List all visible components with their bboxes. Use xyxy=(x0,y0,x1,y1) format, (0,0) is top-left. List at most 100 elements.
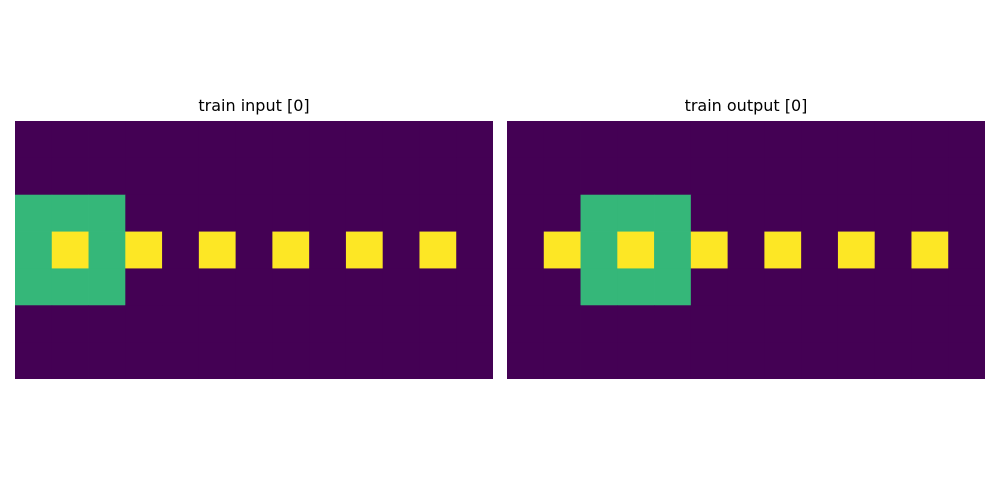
grid-cell xyxy=(309,268,347,306)
grid-cell xyxy=(345,342,384,379)
grid-cell xyxy=(507,268,545,306)
grid-cell xyxy=(235,231,273,269)
grid-cell xyxy=(51,231,89,269)
grid-cell xyxy=(874,342,912,379)
output-grid xyxy=(507,121,985,379)
grid-cell xyxy=(654,121,692,159)
grid-cell xyxy=(51,194,89,232)
grid-cell xyxy=(617,157,655,196)
grid-cell xyxy=(690,157,729,196)
grid-cell xyxy=(309,157,347,196)
grid-cell xyxy=(51,121,89,159)
grid-cell xyxy=(507,157,545,196)
grid-cell xyxy=(874,231,912,269)
grid-cell xyxy=(580,157,618,196)
grid-cell xyxy=(15,305,53,343)
grid-cell xyxy=(125,342,163,379)
grid-cell xyxy=(727,231,765,269)
grid-cell xyxy=(837,305,876,343)
grid-cell xyxy=(617,268,655,306)
grid-cell xyxy=(580,121,618,159)
grid-cell xyxy=(419,268,457,306)
grid-cell xyxy=(235,268,273,306)
grid-cell xyxy=(382,342,420,379)
grid-cell xyxy=(948,157,985,196)
grid-cell xyxy=(198,305,237,343)
grid-cell xyxy=(911,231,949,269)
grid-cell xyxy=(654,194,692,232)
grid-cell xyxy=(15,342,53,379)
grid-cell xyxy=(15,194,53,232)
grid-cell xyxy=(837,194,876,232)
grid-cell xyxy=(690,121,729,159)
grid-cell xyxy=(15,121,53,159)
grid-cell xyxy=(456,231,493,269)
grid-cell xyxy=(419,305,457,343)
grid-cell xyxy=(801,342,839,379)
grid-cell xyxy=(837,342,876,379)
grid-cell xyxy=(580,342,618,379)
grid-cell xyxy=(507,305,545,343)
grid-cell xyxy=(911,268,949,306)
grid-cell xyxy=(948,305,985,343)
grid-cell xyxy=(801,305,839,343)
grid-cell xyxy=(911,342,949,379)
grid-cell xyxy=(382,305,420,343)
grid-cell xyxy=(911,194,949,232)
grid-cell xyxy=(690,342,729,379)
grid-cell xyxy=(272,121,310,159)
grid-cell xyxy=(235,194,273,232)
grid-cell xyxy=(764,305,802,343)
grid-cell xyxy=(272,342,310,379)
grid-cell xyxy=(309,194,347,232)
grid-cell xyxy=(911,157,949,196)
grid-cell xyxy=(456,268,493,306)
grid-cell xyxy=(51,305,89,343)
grid-cell xyxy=(948,231,985,269)
grid-cell xyxy=(690,268,729,306)
grid-cell xyxy=(419,342,457,379)
grid-cell xyxy=(456,157,493,196)
grid-cell xyxy=(51,268,89,306)
grid-cell xyxy=(801,157,839,196)
grid-cell xyxy=(874,121,912,159)
grid-cell xyxy=(162,157,200,196)
grid-cell xyxy=(162,231,200,269)
grid-cell xyxy=(727,268,765,306)
grid-cell xyxy=(419,194,457,232)
grid-cell xyxy=(345,194,384,232)
grid-cell xyxy=(162,342,200,379)
input-panel-title: train input [0] xyxy=(198,96,310,115)
grid-cell xyxy=(507,231,545,269)
grid-cell xyxy=(88,305,126,343)
grid-cell xyxy=(911,305,949,343)
grid-cell xyxy=(543,121,581,159)
grid-cell xyxy=(948,194,985,232)
grid-cell xyxy=(345,121,384,159)
grid-cell xyxy=(727,121,765,159)
grid-cell xyxy=(125,157,163,196)
grid-cell xyxy=(654,342,692,379)
grid-cell xyxy=(198,121,237,159)
grid-cell xyxy=(911,121,949,159)
grid-cell xyxy=(837,268,876,306)
grid-cell xyxy=(801,121,839,159)
grid-cell xyxy=(456,194,493,232)
grid-cell xyxy=(162,121,200,159)
grid-cell xyxy=(235,305,273,343)
grid-cell xyxy=(88,231,126,269)
grid-cell xyxy=(309,231,347,269)
grid-cell xyxy=(948,268,985,306)
grid-cell xyxy=(235,342,273,379)
grid-cell xyxy=(272,305,310,343)
grid-cell xyxy=(162,268,200,306)
grid-cell xyxy=(272,268,310,306)
grid-cell xyxy=(580,268,618,306)
grid-cell xyxy=(125,305,163,343)
grid-cell xyxy=(198,231,237,269)
grid-cell xyxy=(309,342,347,379)
grid-cell xyxy=(88,121,126,159)
grid-cell xyxy=(727,305,765,343)
grid-cell xyxy=(88,342,126,379)
grid-cell xyxy=(419,157,457,196)
